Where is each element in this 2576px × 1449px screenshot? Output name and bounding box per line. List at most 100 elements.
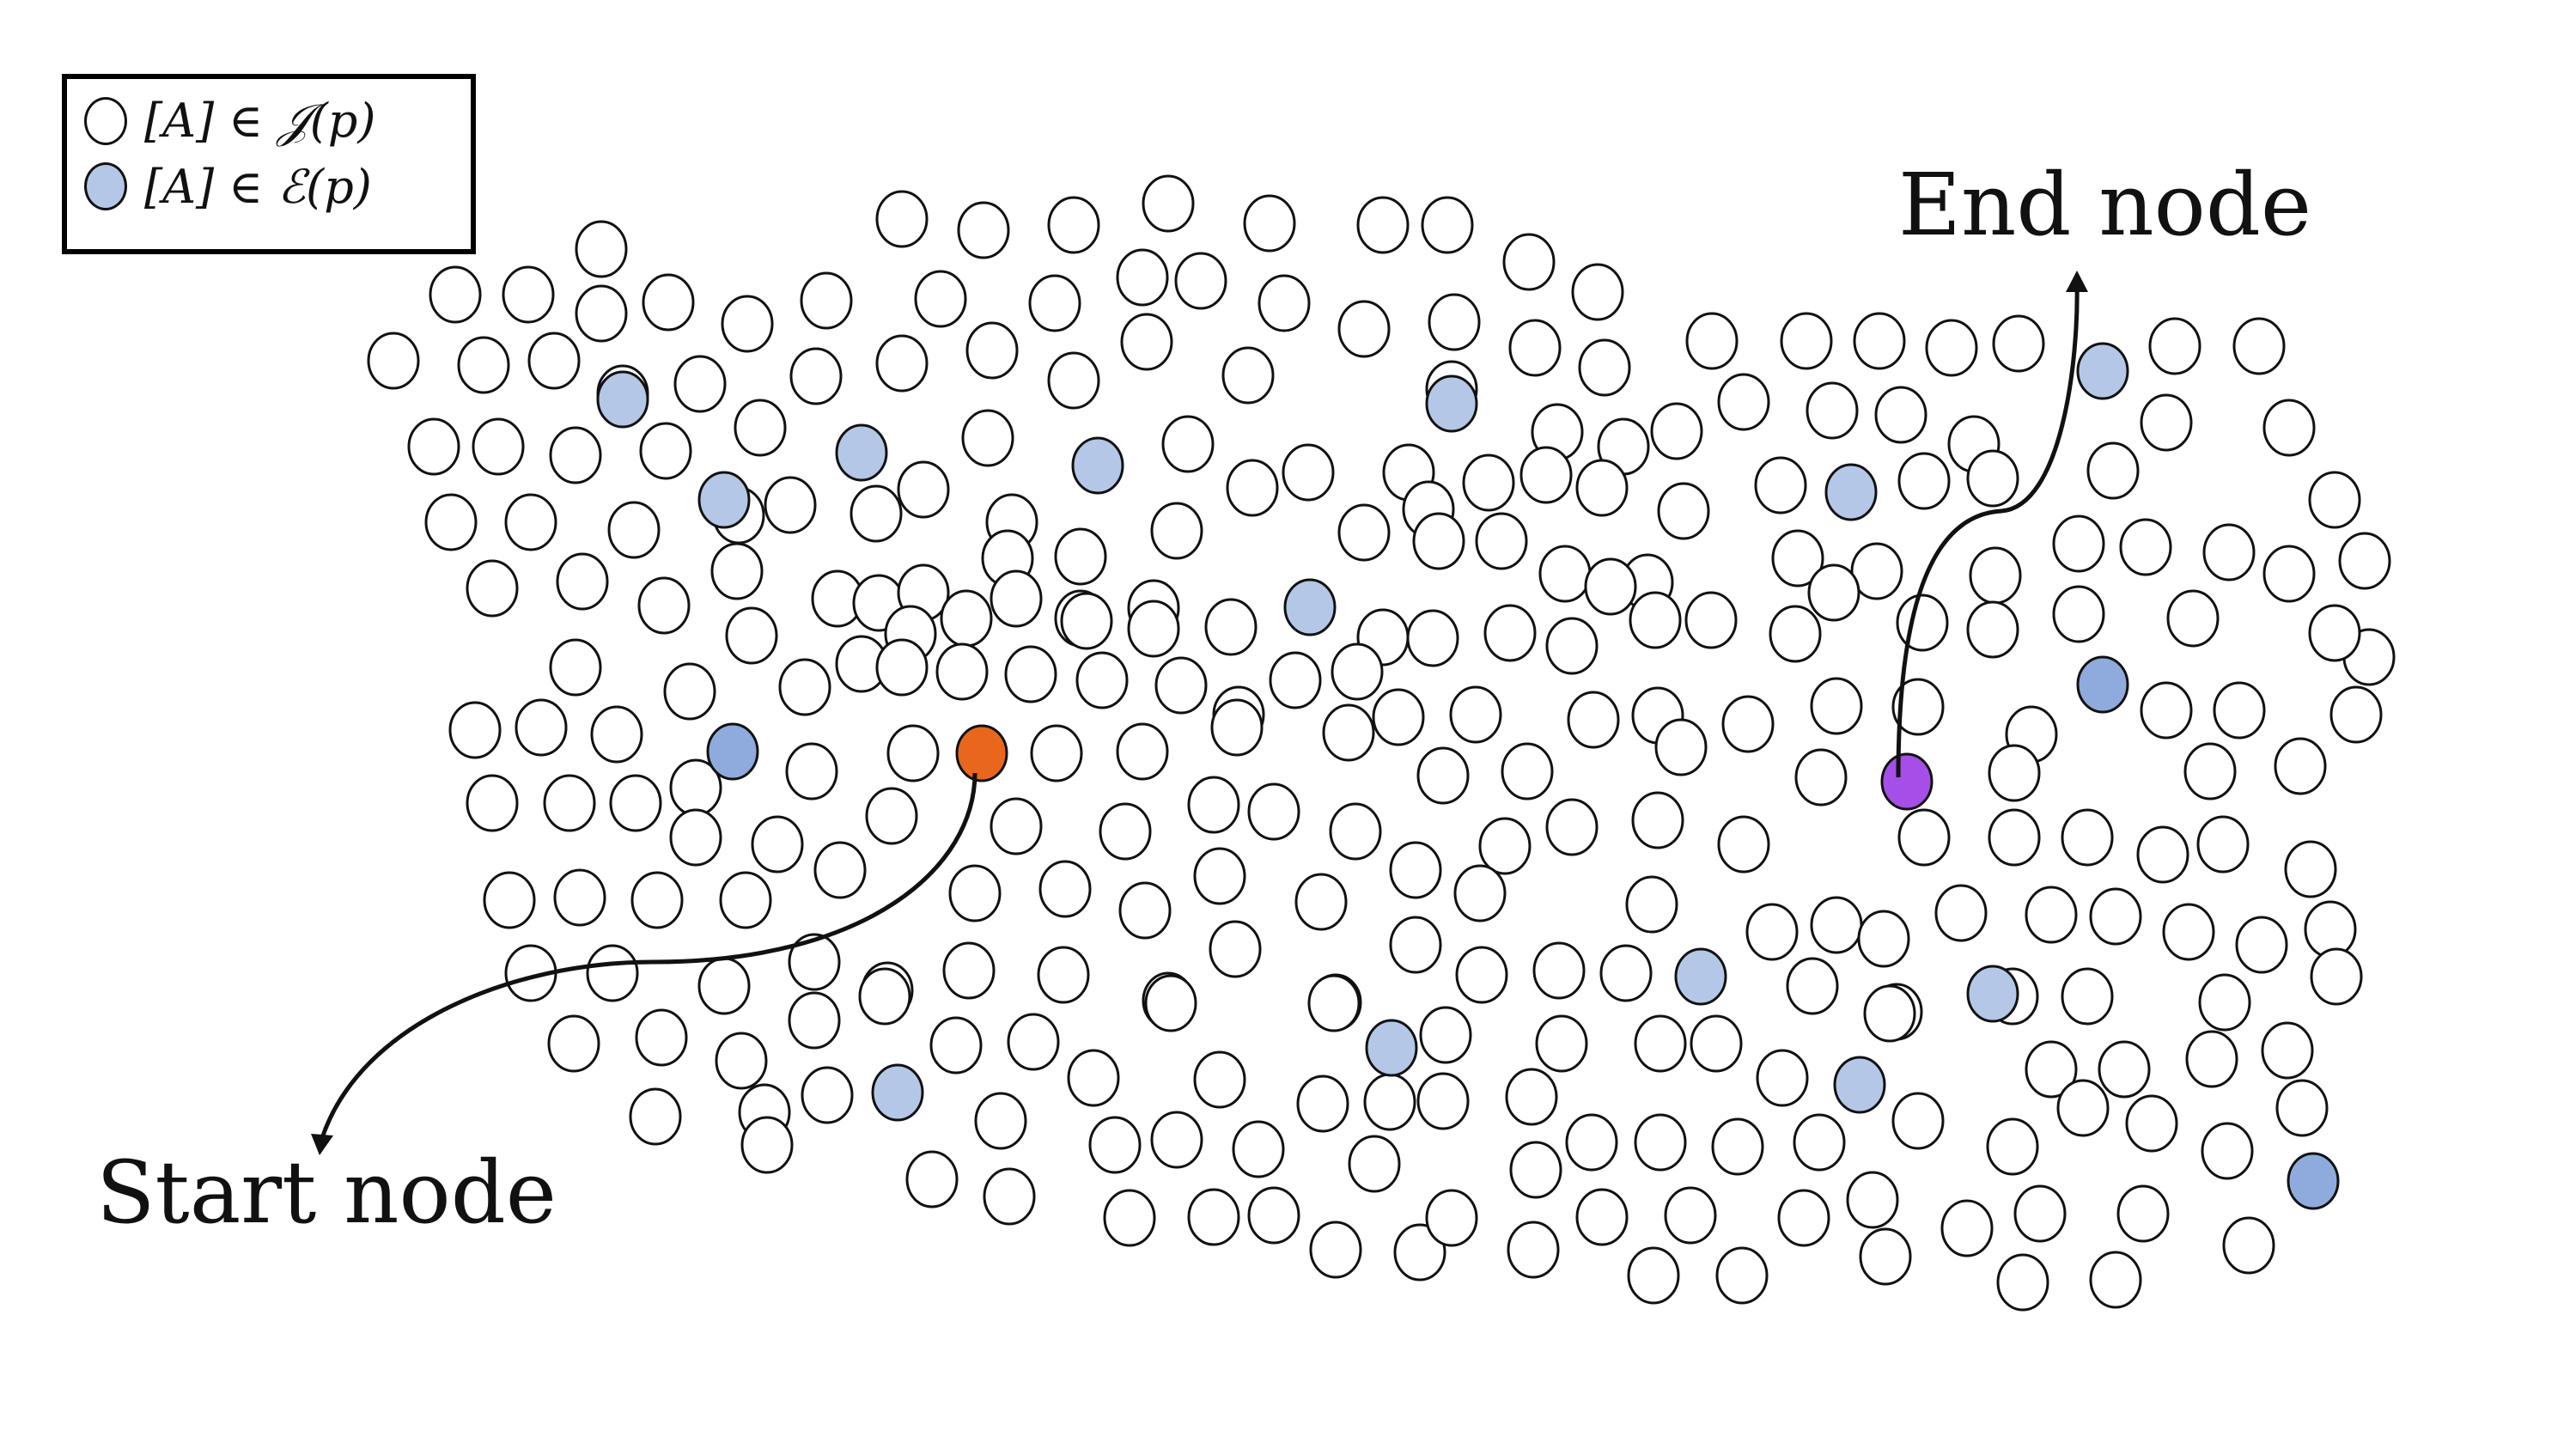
node [1756, 1049, 1809, 1107]
node [789, 347, 843, 405]
node [2125, 1094, 2178, 1153]
node [457, 336, 510, 394]
node [669, 808, 722, 867]
node [1754, 456, 1807, 514]
node [1331, 642, 1384, 701]
node [2201, 1122, 2254, 1180]
node [905, 1150, 959, 1209]
node [515, 698, 568, 757]
node [1419, 1006, 1472, 1064]
node [1988, 808, 2041, 867]
node [1187, 776, 1240, 834]
node [1850, 542, 1903, 600]
node [2136, 825, 2189, 884]
node [1322, 703, 1375, 762]
node [1226, 459, 1279, 517]
node [1934, 884, 1988, 942]
node [948, 864, 1002, 922]
node [2274, 737, 2327, 795]
node [1721, 695, 1775, 753]
node [990, 569, 1043, 628]
node [1780, 312, 1833, 370]
node [751, 815, 804, 874]
node [1535, 1014, 1588, 1073]
node [504, 493, 557, 551]
node [697, 957, 751, 1015]
node [1329, 802, 1382, 861]
node [1891, 678, 1945, 736]
node [663, 662, 716, 721]
node [1599, 944, 1653, 1002]
start-node-label: Start node [96, 1142, 557, 1243]
node [1859, 1227, 1912, 1286]
node [1650, 402, 1703, 460]
start-arrowhead [311, 1134, 333, 1155]
node [502, 265, 555, 324]
node [1363, 1073, 1416, 1131]
node [2061, 808, 2114, 867]
node [448, 701, 502, 759]
node [1966, 449, 2019, 508]
node [1453, 864, 1507, 922]
node [942, 941, 996, 1000]
node [935, 642, 989, 701]
node [2232, 317, 2286, 375]
node [1717, 815, 1770, 874]
node [813, 841, 867, 899]
node [1127, 600, 1180, 658]
node [1150, 1111, 1203, 1169]
node [1891, 1092, 1945, 1150]
node [1571, 263, 1624, 321]
node [1120, 313, 1173, 371]
node [1103, 1189, 1156, 1247]
node [607, 501, 661, 559]
node [1428, 293, 1481, 351]
node [2166, 589, 2220, 648]
node [1193, 847, 1246, 905]
node [1545, 798, 1599, 856]
node [2261, 1021, 2314, 1080]
node [1075, 651, 1129, 709]
node [1545, 617, 1599, 675]
node [553, 868, 606, 927]
end-arrowhead [2066, 271, 2088, 292]
node [1475, 512, 1528, 570]
node [1154, 656, 1208, 715]
node [785, 742, 838, 801]
node [543, 774, 596, 832]
highlighted-node [1071, 436, 1124, 495]
node [1657, 482, 1710, 540]
node [2262, 545, 2316, 603]
node [639, 422, 692, 480]
node [1247, 782, 1300, 841]
start-node [955, 724, 1008, 782]
node [1925, 319, 1978, 377]
node [1455, 946, 1508, 1004]
node [715, 1032, 768, 1090]
node [1047, 196, 1100, 254]
node [1810, 896, 1863, 954]
node [1685, 312, 1739, 370]
node [1282, 443, 1335, 502]
highlighted-node [1283, 578, 1337, 636]
node [1004, 645, 1057, 703]
node [1846, 1171, 1899, 1229]
node [2235, 916, 2288, 974]
node [2198, 973, 2251, 1032]
node [1232, 1120, 1285, 1178]
node [1654, 718, 1708, 776]
node [2025, 886, 2078, 944]
node [1067, 1049, 1120, 1107]
node [1575, 459, 1629, 517]
node [1060, 592, 1113, 650]
node [1896, 594, 1949, 652]
node [637, 576, 691, 635]
node [1519, 446, 1573, 504]
node [1625, 875, 1678, 934]
node [556, 552, 609, 611]
node [1116, 722, 1169, 781]
node [1874, 386, 1927, 444]
node [2052, 514, 2105, 573]
node [1940, 1199, 1994, 1257]
